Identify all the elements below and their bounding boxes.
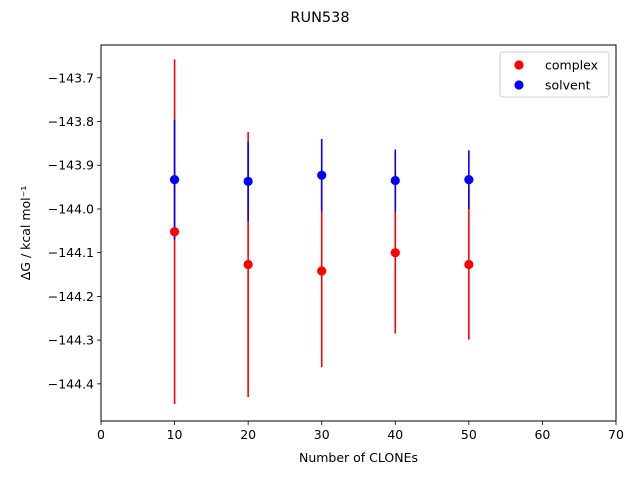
data-points — [169, 170, 474, 276]
y-tick-label: −143.8 — [48, 114, 94, 129]
x-tick-label: 40 — [387, 427, 403, 442]
complex-point — [390, 248, 400, 258]
legend-marker-complex — [514, 60, 524, 70]
y-tick-label: −143.9 — [48, 158, 94, 173]
y-tick-label: −144.3 — [48, 333, 94, 348]
x-tick-label: 10 — [167, 427, 183, 442]
plot-frame — [100, 44, 617, 422]
x-tick-label: 60 — [534, 427, 550, 442]
legend-marker-solvent — [514, 80, 524, 90]
solvent-point — [317, 170, 327, 180]
error-bars — [173, 59, 470, 404]
legend: complex solvent — [499, 51, 610, 98]
complex-point — [464, 259, 474, 270]
y-tick-label: −144.1 — [48, 245, 94, 260]
solvent-point — [464, 175, 474, 185]
y-tick-label: −144.4 — [48, 376, 94, 391]
legend-box — [499, 51, 610, 98]
complex-point — [243, 259, 253, 270]
solvent-point — [390, 175, 400, 186]
solvent-point — [243, 176, 253, 187]
x-tick-label: 50 — [461, 427, 477, 442]
x-tick-label: 20 — [240, 427, 256, 442]
x-tick-label: 0 — [97, 427, 105, 442]
y-tick-label: −144.0 — [48, 201, 94, 216]
y-tick-label: −144.2 — [48, 289, 94, 304]
chart-title: RUN538 — [290, 10, 349, 26]
y-tick-label: −143.7 — [48, 70, 94, 85]
legend-label-solvent: solvent — [545, 78, 591, 93]
complex-point — [317, 266, 327, 276]
x-axis-label: Number of CLONEs — [299, 450, 418, 465]
x-tick-label: 30 — [314, 427, 330, 442]
complex-point — [169, 227, 180, 237]
y-axis-label: ΔG / kcal mol⁻¹ — [18, 186, 33, 281]
axis-ticks: 0 10 20 30 40 50 60 70 −144.4 −144.3 −144.2 −144.1 −… — [48, 70, 624, 442]
legend-label-complex: complex — [545, 58, 598, 73]
x-tick-label: 70 — [608, 427, 624, 442]
solvent-point — [169, 175, 180, 185]
